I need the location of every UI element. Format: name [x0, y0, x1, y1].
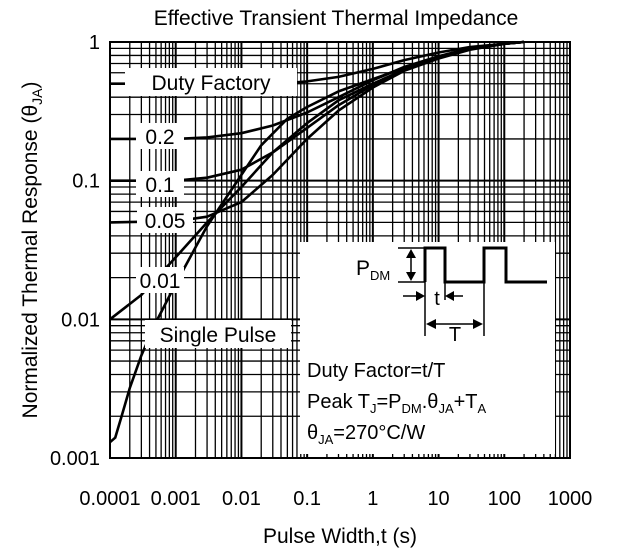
curve-label-box [145, 320, 291, 348]
inset-peak-formula-part: A [478, 401, 487, 416]
y-axis-label-main: Normalized Thermal Response (θ [19, 105, 42, 419]
inset-t-arrow-left [416, 291, 425, 301]
x-tick-label: 10 [427, 488, 449, 510]
y-axis-label-close: ) [19, 82, 42, 89]
inset-pdm-label: PDM [356, 257, 390, 283]
series-line-5 [109, 40, 525, 444]
inset-T-label: T [449, 324, 461, 346]
inset-t-label: t [434, 288, 440, 310]
chart-title: Effective Transient Thermal Impedance [154, 7, 519, 30]
curve-label: 0.05 [145, 210, 186, 233]
y-tick-label: 0.01 [61, 309, 100, 331]
inset-theta-value-part: θ [307, 422, 318, 444]
inset-peak-formula-part: Peak T [307, 391, 370, 413]
curve-label-box [136, 171, 184, 197]
inset-T-arrow-right [473, 319, 483, 329]
series-lines [109, 40, 525, 444]
curve-label: Duty Factory [151, 72, 271, 95]
inset-peak-formula-part: J [370, 401, 377, 416]
inset-T-arrow-left [426, 319, 436, 329]
x-tick-label: 1 [367, 488, 378, 510]
curve-label-box [136, 267, 184, 293]
y-tick-label: 0.1 [72, 171, 100, 193]
inset-peak-formula: Peak TJ=PDM.θJA+TA [307, 391, 487, 416]
inset-theta-value: θJA=270°C/W [307, 422, 425, 447]
x-tick-label: 0.01 [222, 488, 261, 510]
curve-label: 0.1 [145, 174, 174, 197]
inset-duty-factor: Duty Factor=t/T [307, 360, 445, 382]
x-tick-label: 0.0001 [79, 488, 140, 510]
y-axis-label: Normalized Thermal Response (θJA) [19, 82, 45, 419]
inset-peak-formula-part: JA [438, 401, 454, 416]
curve-label-box [125, 68, 297, 96]
inset-peak-formula-part: .θ [422, 391, 439, 413]
curve-label: 0.2 [145, 126, 174, 149]
plot-frame [109, 41, 571, 459]
inset-theta-value-part: =270°C/W [333, 422, 425, 444]
curve-label-box [137, 207, 193, 233]
y-axis-label-sub: JA [29, 88, 45, 105]
inset-theta-value-part: JA [318, 432, 334, 447]
inset-pdm-arrow-down [406, 272, 416, 281]
x-tick-label: 0.1 [293, 488, 321, 510]
inset-peak-formula-part: =P [377, 391, 402, 413]
x-tick-label: 0.001 [151, 488, 201, 510]
curve-label: Single Pulse [160, 324, 277, 347]
inset-background [300, 242, 555, 454]
y-tick-label: 1 [89, 32, 100, 54]
inset-pdm-arrow-up [406, 249, 416, 258]
x-tick-label: 1000 [548, 488, 593, 510]
inset-peak-formula-part: +T [454, 391, 478, 413]
inset-pdm-sub: DM [370, 268, 390, 283]
x-tick-label: 100 [488, 488, 521, 510]
curve-label: 0.01 [140, 270, 181, 293]
inset-pdm-main: P [356, 257, 370, 280]
inset-t-arrow-right [445, 291, 454, 301]
axis-tick-labels: 0.0001 0.001 0.01 0.1 1 10 100 1000 0.001 0.01 0.1… [50, 32, 592, 510]
curve-label-box [136, 123, 184, 149]
inset-peak-formula-part: DM [402, 401, 422, 416]
y-tick-label: 0.001 [50, 448, 100, 470]
x-axis-label: Pulse Width,t (s) [263, 525, 417, 548]
curve-labels: Duty Factory 0.2 0.1 0.05 0.01 Single Pulse [125, 68, 297, 348]
